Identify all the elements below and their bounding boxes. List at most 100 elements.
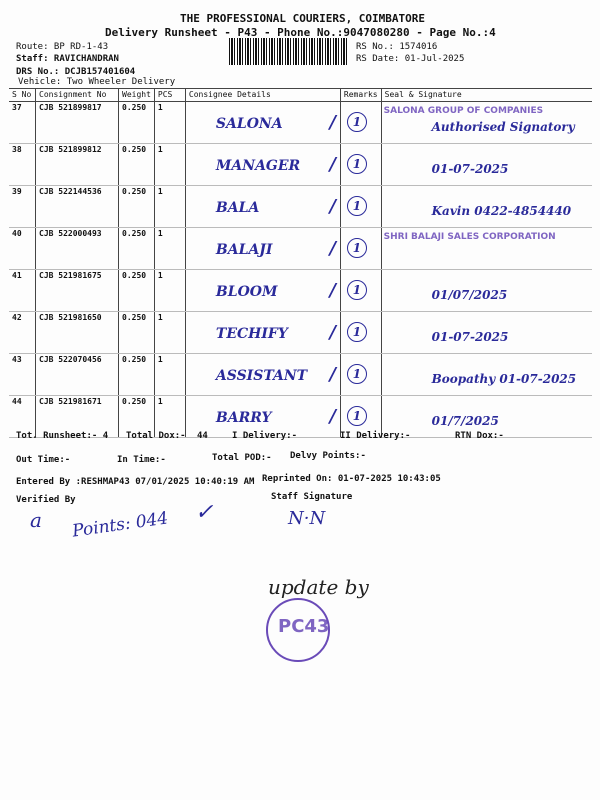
tot-runsheet: Tot. Runsheet:- 4 <box>16 431 109 441</box>
col-seal: Seal & Signature <box>380 88 592 102</box>
weight: 0.250 <box>118 143 155 186</box>
table-row: 43 CJB 522070456 0.250 1 ASSISTANT / 1 Bo… <box>9 353 592 396</box>
route: Route: BP RD-1-43 <box>16 42 109 52</box>
remark-mark: 1 <box>346 196 367 216</box>
check-mark-icon: ✓ <box>195 500 214 525</box>
tick-icon: / <box>329 280 336 301</box>
points-note: Points: 044 <box>71 508 170 542</box>
vehicle: Vehicle: Two Wheeler Delivery <box>18 77 176 87</box>
verifier-initial: a <box>30 508 42 532</box>
weight: 0.250 <box>118 101 155 144</box>
signature: Authorised Signatory <box>431 120 575 134</box>
weight: 0.250 <box>118 395 155 438</box>
remark-mark: 1 <box>346 364 367 384</box>
table-row: 41 CJB 521981675 0.250 1 BLOOM / 1 01/07/… <box>9 269 592 312</box>
seal-stamp: SHRI BALAJI SALES CORPORATION <box>383 232 556 242</box>
col-sno: S No <box>9 88 36 102</box>
signature: 01-07-2025 <box>431 162 509 176</box>
update-note: update by <box>268 575 369 599</box>
signature: 01/07/2025 <box>431 288 508 302</box>
pcs: 1 <box>153 185 186 228</box>
runsheet-table: S No Consignment No Weight PCS Consignee… <box>9 88 592 438</box>
pcs: 1 <box>153 311 186 354</box>
consignment-no: CJB 521899817 <box>35 101 119 144</box>
signature: Boopathy 01-07-2025 <box>431 372 577 386</box>
col-pcs: PCS <box>153 88 186 102</box>
sno: 39 <box>9 185 36 228</box>
tick-icon: / <box>329 196 336 217</box>
col-remarks: Remarks <box>339 88 382 102</box>
pcs: 1 <box>153 353 186 396</box>
consignment-no: CJB 521981650 <box>35 311 119 354</box>
consignee-name: BALA <box>215 200 260 216</box>
consignment-no: CJB 521981675 <box>35 269 119 312</box>
consignment-no: CJB 522144536 <box>35 185 119 228</box>
i-delivery: I Delivery:- <box>232 431 298 441</box>
table-row: 44 CJB 521981671 0.250 1 BARRY / 1 01/7/2… <box>9 395 592 438</box>
tick-icon: / <box>329 154 336 175</box>
signature: 01/7/2025 <box>431 414 499 428</box>
remark-mark: 1 <box>346 322 367 342</box>
verified-by: Verified By <box>16 495 76 505</box>
tick-icon: / <box>329 238 336 259</box>
sno: 43 <box>9 353 36 396</box>
tick-icon: / <box>329 322 336 343</box>
col-consignee: Consignee Details <box>184 88 341 102</box>
sno: 41 <box>9 269 36 312</box>
weight: 0.250 <box>118 311 155 354</box>
tick-icon: / <box>329 364 336 385</box>
pcs: 1 <box>153 101 186 144</box>
staff-signature-label: Staff Signature <box>271 492 353 502</box>
reprinted-on: Reprinted On: 01-07-2025 10:43:05 <box>262 474 441 484</box>
pcs: 1 <box>153 227 186 270</box>
pcs: 1 <box>153 269 186 312</box>
tick-icon: / <box>329 406 336 427</box>
remark-mark: 1 <box>346 280 367 300</box>
signature: Kavin 0422-4854440 <box>431 204 572 218</box>
consignment-no: CJB 521981671 <box>35 395 119 438</box>
weight: 0.250 <box>118 227 155 270</box>
ii-delivery: II Delivery:- <box>340 431 411 441</box>
weight: 0.250 <box>118 353 155 396</box>
seal-stamp: SALONA GROUP OF COMPANIES <box>383 106 544 116</box>
signature: 01-07-2025 <box>431 330 509 344</box>
consignee-name: BALAJI <box>215 242 273 258</box>
sno: 42 <box>9 311 36 354</box>
consignee-name: ASSISTANT <box>215 368 308 384</box>
consignment-no: CJB 522000493 <box>35 227 119 270</box>
remark-mark: 1 <box>346 112 367 132</box>
barcode <box>229 38 349 65</box>
sno: 38 <box>9 143 36 186</box>
sno: 40 <box>9 227 36 270</box>
consignment-no: CJB 521899812 <box>35 143 119 186</box>
sno: 44 <box>9 395 36 438</box>
remark-mark: 1 <box>346 406 367 426</box>
table-row: 38 CJB 521899812 0.250 1 MANAGER / 1 01-0… <box>9 143 592 186</box>
rs-date: RS Date: 01-Jul-2025 <box>356 54 465 64</box>
total-dox-value: 44 <box>197 431 208 441</box>
pcs: 1 <box>153 395 186 438</box>
pcs: 1 <box>153 143 186 186</box>
consignee-name: BARRY <box>215 410 272 426</box>
col-consignment: Consignment No <box>35 88 119 102</box>
drs-no: DRS No.: DCJB157401604 <box>16 67 136 77</box>
company-name: THE PROFESSIONAL COURIERS, COIMBATORE <box>180 12 426 25</box>
table-row: 39 CJB 522144536 0.250 1 BALA / 1 Kavin 0… <box>9 185 592 228</box>
rtn-dox: RTN Dox:- <box>455 431 504 441</box>
total-dox-label: Total Dox:- <box>126 431 186 441</box>
consignee-name: SALONA <box>215 116 283 132</box>
weight: 0.250 <box>118 185 155 228</box>
consignee-name: TECHIFY <box>215 326 288 342</box>
table-row: 37 CJB 521899817 0.250 1 SALONA / 1 SALON… <box>9 101 592 144</box>
entered-by: Entered By :RESHMAP43 07/01/2025 10:40:1… <box>16 477 255 487</box>
sno: 37 <box>9 101 36 144</box>
pc43-stamp-text: PC43 <box>278 616 330 637</box>
consignee-name: MANAGER <box>215 158 301 174</box>
weight: 0.250 <box>118 269 155 312</box>
col-weight: Weight <box>118 88 155 102</box>
total-pod: Total POD:- <box>212 453 272 463</box>
table-row: 42 CJB 521981650 0.250 1 TECHIFY / 1 01-0… <box>9 311 592 354</box>
consignment-no: CJB 522070456 <box>35 353 119 396</box>
remark-mark: 1 <box>346 154 367 174</box>
